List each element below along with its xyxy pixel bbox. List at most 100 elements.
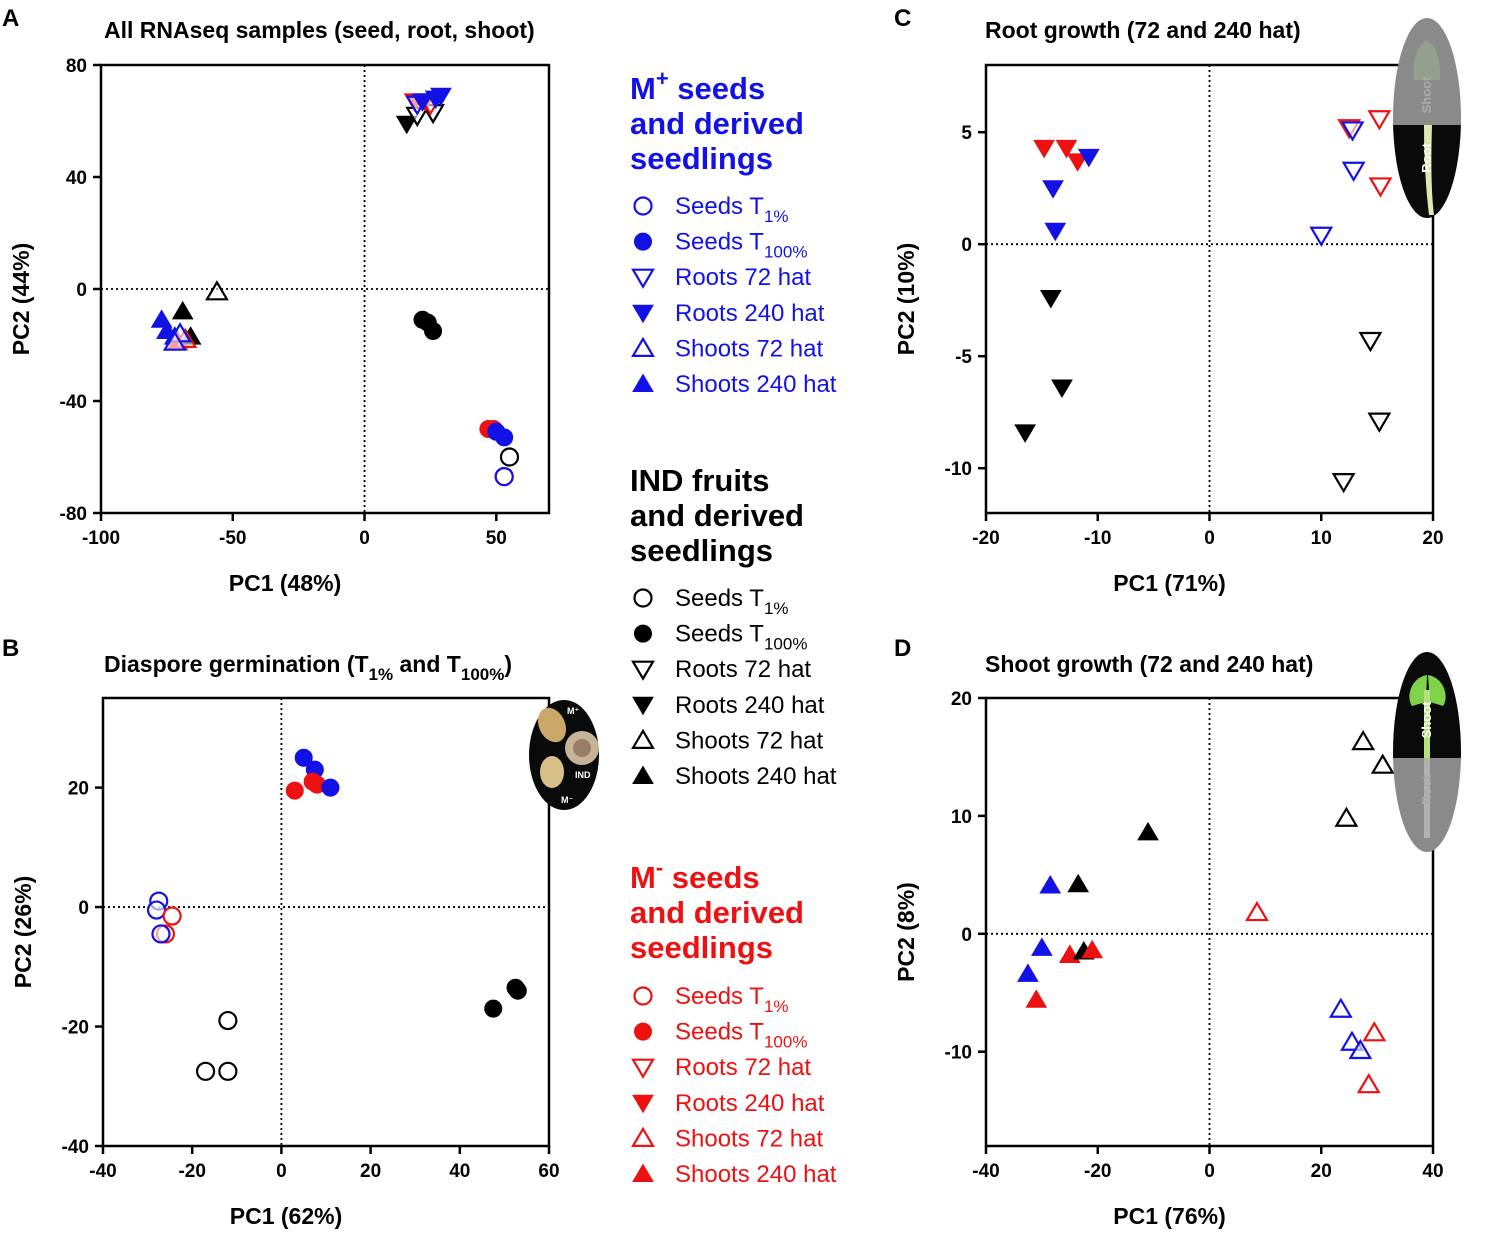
legend-mplus-head1-post: seeds — [669, 71, 766, 106]
legend-label-subscript: 1% — [764, 997, 789, 1016]
data-point-d-ind-tri-up-filled — [1137, 821, 1159, 841]
data-point-d-ind-tri-up-open — [1334, 806, 1359, 827]
legend-marker-mminus-circle-filled — [634, 1022, 652, 1041]
inset-d-shoot-label: Shoot — [1419, 701, 1434, 738]
panel-a-title: All RNAseq samples (seed, root, shoot) — [104, 17, 535, 43]
data-point-b-mplus-circle-filled — [294, 748, 313, 767]
data-point-c-mplus-tri-down-filled — [1077, 148, 1100, 168]
legend-label-subscript: 100% — [764, 1033, 807, 1052]
y-axis-label-c: PC2 (10%) — [893, 243, 919, 355]
inset-mplus-label: M⁺ — [567, 706, 579, 716]
data-point-d-mminus-tri-up-open — [1245, 900, 1269, 922]
data-point-c-ind-tri-down-open — [1358, 331, 1383, 353]
legend-ind-head1: IND fruits — [630, 463, 770, 498]
legend-label-subscript: 100% — [764, 635, 807, 654]
data-point-d-mminus-tri-up-filled — [1025, 989, 1048, 1008]
chart-d: -40 -20 0 20 40 -10 0 10 20 PC1 (76%) PC2 (8%) — [893, 689, 1444, 1229]
data-point-a-ind-tri-up-open — [205, 280, 229, 301]
legend-marker-mplus-tri-up-open — [631, 336, 655, 357]
legend-marker-ind-tri-down-filled — [632, 696, 654, 716]
panel-b-title-mid: and T — [393, 651, 461, 677]
data-point-b-ind-circle-open — [195, 1061, 216, 1081]
y-tick-label-a: 80 — [66, 56, 87, 77]
legend-mplus-head3: seedlings — [630, 141, 773, 176]
legend-label-text: Seeds T — [675, 983, 764, 1010]
data-point-c-mplus-tri-down-filled — [1044, 222, 1067, 242]
legend-label-mminus-2: Roots 72 hat — [675, 1054, 811, 1081]
legend-label-mminus-3: Roots 240 hat — [675, 1090, 825, 1117]
legend-marker-ind-circle-open — [633, 588, 653, 608]
legend-label-ind-5: Shoots 240 hat — [675, 763, 837, 790]
panel-letter-b: B — [2, 635, 19, 662]
data-point-a-ind-tri-up-filled — [171, 300, 194, 320]
plot-frame-b — [101, 696, 551, 1148]
legend-mplus-head1-sup: + — [656, 66, 669, 91]
x-axis-label-c: PC1 (71%) — [1113, 570, 1225, 596]
data-point-b-mplus-circle-filled — [321, 778, 340, 797]
legend-mminus-head2: and derived — [630, 895, 804, 930]
legend-label-text: Shoots 240 hat — [675, 371, 837, 398]
y-tick-label-a: 40 — [66, 168, 87, 189]
panel-letter-c: C — [894, 5, 911, 32]
data-point-d-mplus-tri-up-open — [1328, 997, 1353, 1018]
y-tick-label-a: -40 — [60, 392, 87, 413]
legend: M+ seeds and derived seedlings Seeds T1%… — [630, 66, 837, 1188]
legend-label-text: Seeds T — [675, 193, 764, 220]
x-tick-label-d: -20 — [1084, 1161, 1111, 1182]
data-point-c-ind-tri-down-filled — [1039, 289, 1062, 309]
legend-label-text: Seeds T — [675, 621, 764, 648]
panel-b-title-sub2: 100% — [461, 665, 504, 684]
x-axis-label-d: PC1 (76%) — [1113, 1203, 1225, 1229]
legend-label-mminus-5: Shoots 240 hat — [675, 1161, 837, 1188]
panel-b-title-post: ) — [504, 651, 512, 677]
chart-a: -100 -50 0 50 -80 -40 0 40 80 PC1 (48%) PC2 (44%) — [8, 56, 551, 596]
inset-d-root-label: Root — [1419, 775, 1434, 805]
legend-label-subscript: 1% — [764, 207, 789, 226]
data-point-d-ind-tri-up-filled — [1067, 873, 1090, 893]
data-point-d-mplus-tri-up-open — [1348, 1038, 1373, 1060]
x-tick-label-a: 0 — [359, 528, 370, 549]
diaspore-inset: M⁺ IND M⁻ — [529, 700, 599, 810]
legend-label-subscript: 100% — [764, 243, 807, 262]
panel-b-title: Diaspore germination (T1% and T100%) — [104, 651, 512, 684]
legend-label-mplus-2: Roots 72 hat — [675, 264, 811, 291]
root-seedling-inset: Shoot Root — [1393, 18, 1461, 218]
legend-marker-ind-circle-filled — [634, 624, 652, 643]
data-point-c-mminus-tri-down-filled — [1066, 153, 1089, 172]
legend-label-text: Seeds T — [675, 585, 764, 612]
legend-label-text: Roots 240 hat — [675, 300, 825, 327]
data-point-c-mminus-tri-down-filled — [1055, 139, 1078, 159]
inset-ind-label: IND — [575, 770, 591, 780]
legend-marker-ind-tri-up-open — [631, 728, 655, 750]
legend-label-ind-0: Seeds T1% — [675, 585, 789, 618]
legend-mminus-items: Seeds T1%Seeds T 100% Roots 72 hat Roots 24… — [631, 983, 837, 1188]
x-tick-label-b: -40 — [89, 1161, 116, 1182]
legend-mminus-head1-sup: - — [656, 855, 663, 880]
data-point-c-ind-tri-down-filled — [1051, 379, 1073, 399]
x-tick-label-b: 20 — [360, 1161, 381, 1182]
data-point-a-mplus-tri-down-filled — [411, 93, 434, 112]
y-axis-label-d: PC2 (8%) — [893, 882, 919, 982]
legend-label-mminus-0: Seeds T1% — [675, 983, 789, 1016]
legend-mminus-head1: M- seeds — [630, 855, 760, 895]
x-tick-label-b: 40 — [449, 1161, 470, 1182]
data-point-c-mplus-tri-down-open — [1340, 121, 1365, 142]
legend-label-text: Shoots 72 hat — [675, 335, 823, 362]
panel-c-title: Root growth (72 and 240 hat) — [985, 17, 1301, 43]
y-axis-label-b: PC2 (26%) — [10, 876, 36, 988]
data-point-a-ind-tri-down-filled — [395, 115, 418, 135]
data-point-b-mplus-circle-open — [151, 924, 171, 944]
panel-d-title: Shoot growth (72 and 240 hat) — [985, 651, 1313, 677]
data-point-a-mplus-circle-filled — [495, 428, 514, 447]
x-tick-label-a: -50 — [219, 528, 246, 549]
x-tick-label-d: 40 — [1422, 1161, 1443, 1182]
data-point-d-ind-tri-up-open — [1351, 729, 1376, 751]
data-point-c-mminus-tri-down-filled — [1033, 139, 1055, 159]
x-tick-label-c: 0 — [1204, 528, 1215, 549]
data-point-d-mplus-tri-up-filled — [1039, 874, 1062, 894]
legend-ind-head3: seedlings — [630, 533, 773, 568]
data-point-a-mplus-circle-open — [494, 467, 514, 487]
legend-mminus-head3: seedlings — [630, 930, 773, 965]
